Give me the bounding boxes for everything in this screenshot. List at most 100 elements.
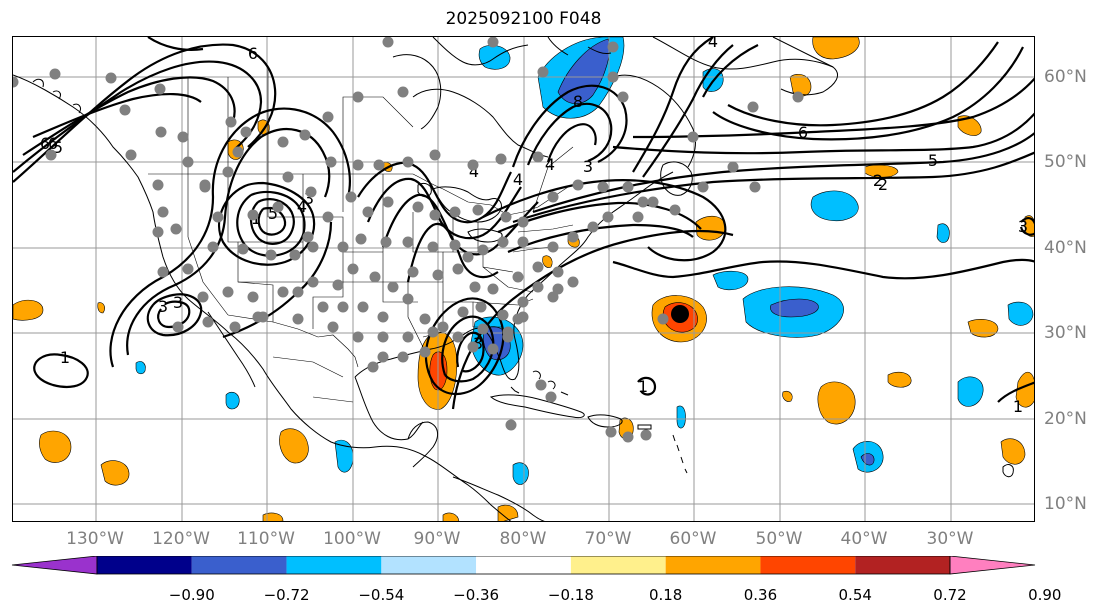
map-panel: 6 6 5 4 3 1 5 4 6 4 3 2 6 5 2 3 1 3 1 3 … (12, 36, 1035, 522)
colorbar-segment (97, 556, 192, 574)
shading-positive-atl-1 (957, 115, 982, 136)
shading-positive-pac-2 (100, 460, 130, 486)
station-dot (352, 91, 364, 103)
station-dot (567, 231, 579, 243)
contour-canada-east-2 (642, 44, 734, 178)
station-dot (632, 211, 644, 223)
station-dot (467, 341, 479, 353)
station-dot (532, 261, 544, 273)
shading-positive-pac-4 (13, 299, 44, 321)
station-dot (487, 283, 499, 295)
station-dot (467, 159, 479, 171)
station-dot (357, 301, 369, 313)
station-dot (222, 286, 234, 298)
station-dot (152, 226, 164, 238)
map-title: 2025092100 F048 (445, 9, 602, 29)
contour-atl-mid (612, 258, 1034, 280)
station-dot (472, 204, 484, 216)
contour-gulf-3 (456, 331, 485, 373)
station-dot (337, 301, 349, 313)
station-dot (302, 231, 314, 243)
lon-label: 120°W (152, 529, 210, 549)
colorbar-segment (286, 556, 382, 574)
contour-label: 5 (928, 151, 938, 170)
shading-negative-canada-core (557, 38, 610, 104)
colorbar-tick-label: 0.18 (648, 586, 683, 604)
station-dot (617, 91, 629, 103)
contour-label: 5 (268, 204, 278, 223)
lat-label: 30°N (1044, 323, 1087, 343)
contour-label: 4 (469, 162, 479, 181)
station-dot (119, 104, 131, 116)
station-dot (177, 131, 189, 143)
contour-label: 1 (638, 377, 648, 396)
shading-negative-small-3 (135, 361, 146, 375)
contour-atl-5 (612, 112, 1034, 155)
station-dot (572, 179, 584, 191)
contour-label: 3 (158, 297, 168, 316)
station-dot (602, 211, 614, 223)
lon-label: 80°W (499, 529, 547, 549)
station-dot (517, 296, 529, 308)
contour-west-low-4 (257, 206, 287, 236)
contour-west-outer (109, 107, 351, 368)
contour-hudson-3 (546, 123, 597, 163)
lon-label: 40°W (840, 529, 888, 549)
contour-west-low-2 (236, 190, 306, 257)
station-dot (622, 181, 634, 193)
contour-ne-2 (497, 201, 702, 234)
station-dot (512, 271, 524, 283)
contour-pac-nw-3 (22, 76, 236, 156)
station-dot (247, 291, 259, 303)
station-dot (622, 431, 634, 443)
station-dot (322, 111, 334, 123)
colorbar-tick-label: −0.36 (453, 586, 500, 604)
station-layer (13, 37, 804, 443)
contour-label: 6 (40, 134, 50, 153)
colorbar-extend-right (949, 556, 1036, 575)
contour-west-low-3 (249, 198, 295, 245)
contour-alaska (147, 37, 204, 51)
contour-label: 4 (513, 170, 523, 189)
station-dot (373, 159, 385, 171)
shading-positive-atl-9 (1024, 215, 1034, 237)
station-dot (305, 186, 317, 198)
station-dot (377, 351, 389, 363)
station-dot (475, 301, 487, 313)
station-dot (552, 266, 564, 278)
station-dot (229, 321, 241, 333)
station-dot (500, 211, 512, 223)
contour-label: 1 (60, 348, 70, 367)
contour-atl-north-2 (712, 46, 1024, 141)
station-dot (429, 209, 441, 221)
shading-negative-atlantic-3 (810, 190, 859, 222)
colorbar-tick-label: 0.54 (838, 586, 872, 604)
station-dot (517, 236, 529, 248)
station-dot (212, 211, 224, 223)
station-dot (587, 221, 599, 233)
station-dot (355, 233, 367, 245)
station-dot (292, 313, 304, 325)
station-dot (49, 68, 61, 80)
shading-negative-atlantic-core (770, 298, 819, 318)
station-dot (45, 149, 57, 161)
colorbar-segment (855, 556, 950, 574)
station-dot (552, 283, 564, 295)
station-dot (640, 429, 652, 441)
station-dot (125, 149, 137, 161)
station-dot (345, 191, 357, 203)
station-dot (170, 223, 182, 235)
station-dot (252, 311, 264, 323)
colorbar-segment (760, 556, 856, 574)
station-dot (567, 276, 579, 288)
station-dot (402, 331, 414, 343)
lon-label: 30°W (926, 529, 974, 549)
station-dot (605, 426, 617, 438)
contour-atl-6 (632, 77, 1034, 139)
colorbar-tick-label: −0.72 (263, 586, 310, 604)
station-dot (402, 293, 414, 305)
station-dot (457, 306, 469, 318)
contour-label: 3 (173, 293, 183, 312)
contour-pac-nw-2 (13, 60, 263, 173)
station-dot (207, 241, 219, 253)
